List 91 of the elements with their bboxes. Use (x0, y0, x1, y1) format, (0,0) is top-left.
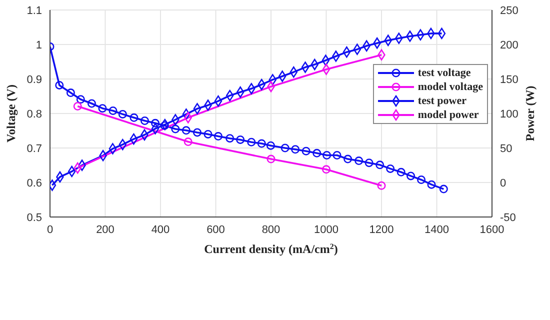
point (160, 121, 169, 130)
point (87, 99, 96, 108)
point (192, 128, 202, 137)
point (406, 172, 416, 180)
point (130, 113, 138, 122)
point (342, 46, 351, 58)
point (266, 154, 276, 164)
point (301, 62, 310, 73)
point (266, 141, 275, 150)
y-tick-label: 0.5 (26, 212, 42, 224)
point (182, 126, 190, 135)
x-tick-label: 1400 (424, 224, 449, 236)
point (236, 86, 244, 98)
y2-axis-title: Power (W) (523, 86, 537, 142)
x-tick-label: 200 (96, 224, 114, 236)
point (118, 138, 127, 150)
point (268, 74, 277, 86)
point (364, 158, 374, 168)
y-tick-label: 0.6 (26, 177, 42, 190)
point (257, 139, 266, 148)
x-tick-label: 1000 (314, 224, 338, 236)
point (73, 102, 82, 111)
y2-tick-label: 100 (500, 108, 518, 120)
x-tick-label: 1200 (369, 224, 394, 236)
point (66, 88, 75, 98)
point (76, 95, 85, 104)
point (302, 146, 310, 156)
y-tick-label: 0.9 (26, 74, 42, 86)
point (322, 150, 332, 160)
point (427, 180, 436, 189)
y-axis-title: Voltage (V) (4, 84, 18, 142)
y2-tick-label: 50 (500, 142, 512, 155)
point (118, 110, 127, 118)
point (182, 108, 190, 120)
point (438, 28, 446, 40)
point (184, 138, 192, 146)
point (312, 148, 322, 158)
y-tick-label: 1.1 (26, 4, 42, 17)
point (386, 164, 395, 173)
y2-tick-label: 250 (500, 4, 518, 17)
x-tick-label: 0 (46, 224, 54, 236)
y-tick-label: 0.7 (26, 142, 42, 155)
y2-tick-label: -50 (500, 212, 516, 224)
x-tick-label: 600 (206, 224, 225, 236)
point (291, 145, 300, 154)
point (108, 143, 117, 154)
point (140, 116, 150, 125)
point (322, 64, 330, 75)
point (171, 124, 180, 134)
y2-tick-label: 0 (500, 177, 506, 190)
point (236, 135, 245, 144)
point (322, 165, 330, 174)
point (55, 80, 64, 90)
legend-label: model voltage (418, 81, 483, 93)
x-tick-label: 1600 (480, 224, 504, 236)
point (396, 168, 406, 176)
point (439, 184, 448, 194)
point (214, 95, 222, 107)
point (151, 123, 160, 134)
x-tick-label: 400 (151, 224, 170, 236)
point (204, 130, 212, 138)
point (354, 156, 364, 166)
legend-label: model power (418, 109, 479, 121)
point (226, 90, 234, 102)
point (214, 132, 222, 141)
y2-tick-label: 200 (500, 39, 518, 52)
point (377, 181, 386, 190)
point (247, 138, 256, 146)
y-tick-label: 0.8 (26, 108, 42, 120)
point (130, 133, 138, 145)
point (151, 118, 160, 128)
legend-label: test power (418, 95, 466, 107)
point (332, 150, 342, 160)
y2-tick-label: 150 (500, 74, 518, 86)
legend-label: test voltage (418, 67, 471, 79)
point (278, 70, 286, 82)
point (108, 106, 118, 115)
point (290, 66, 298, 78)
point (344, 154, 352, 164)
point (417, 175, 426, 184)
point (226, 134, 234, 143)
x-tick-label: 800 (262, 224, 280, 236)
point (280, 144, 290, 152)
x-axis-title: Current density (mA/cm$^{2}$) (204, 242, 338, 256)
point (322, 54, 330, 66)
point (376, 160, 384, 170)
point (68, 166, 76, 178)
y-tick-label: 1 (36, 39, 42, 52)
point (98, 104, 107, 113)
point (193, 103, 202, 114)
point (353, 44, 362, 55)
